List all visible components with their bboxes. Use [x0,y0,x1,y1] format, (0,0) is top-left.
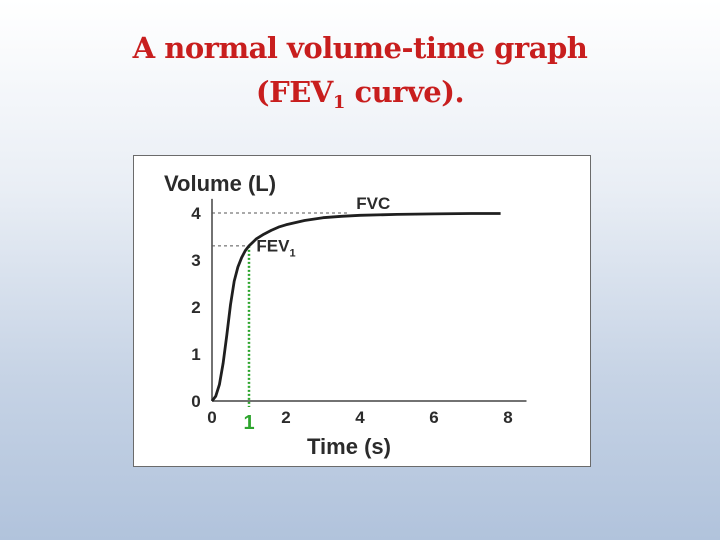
fev1-time-highlight-label: 1 [243,412,254,434]
x-tick-label: 0 [207,408,216,427]
chart-figure: Volume (L) Time (s) 0 1 2 3 4 0 2 4 6 8 FVC FEV1 1 [133,155,591,467]
x-tick-label: 4 [355,408,365,427]
y-tick-label: 1 [191,345,200,364]
annotation-fev-label: FEV1 [256,236,295,259]
volume-time-curve [210,212,501,402]
x-tick-label: 8 [503,408,512,427]
title-fev-text: (FEV [255,75,333,109]
x-tick-label: 2 [281,408,290,427]
annotation-main-text: FEV [256,236,290,255]
slide-title-line2: (FEV1 curve). [0,70,720,125]
y-axis-title: Volume (L) [164,171,276,196]
title-curve-text: curve). [344,75,465,109]
title-fev-subscript: 1 [332,92,346,113]
y-tick-label: 0 [191,392,200,411]
y-tick-label: 3 [191,251,200,270]
annotation-fvc-label: FVC [356,194,390,213]
annotation-subscript: 1 [289,247,295,259]
slide-title: A normal volume-time graph (FEV1 curve). [0,26,720,125]
slide-title-line1: A normal volume-time graph [132,31,588,65]
y-tick-label: 4 [191,204,201,223]
x-tick-label: 6 [429,408,438,427]
y-tick-label: 2 [191,298,200,317]
x-axis-title: Time (s) [307,434,391,459]
